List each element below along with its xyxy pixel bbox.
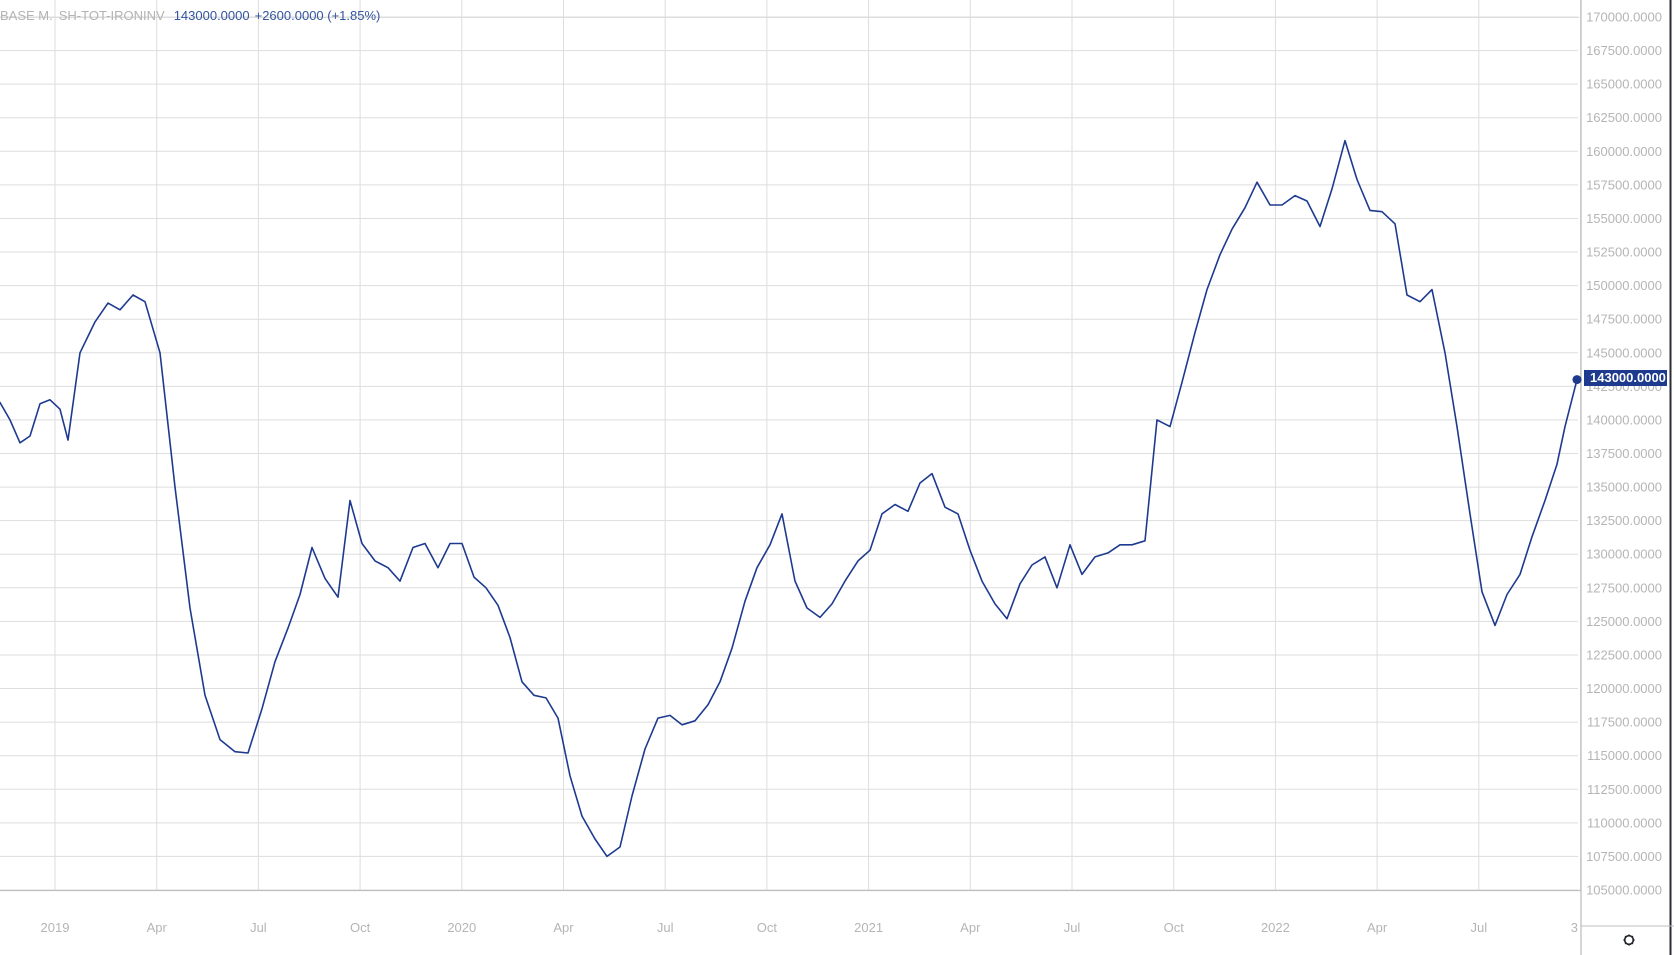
svg-text:170000.0000: 170000.0000 bbox=[1586, 10, 1662, 25]
svg-text:137500.0000: 137500.0000 bbox=[1586, 446, 1662, 461]
svg-text:112500.0000: 112500.0000 bbox=[1587, 782, 1662, 797]
svg-text:Jul: Jul bbox=[250, 920, 267, 935]
svg-text:107500.0000: 107500.0000 bbox=[1586, 849, 1662, 864]
svg-text:110000.0000: 110000.0000 bbox=[1587, 815, 1662, 830]
svg-text:Jul: Jul bbox=[657, 920, 674, 935]
svg-text:147500.0000: 147500.0000 bbox=[1586, 312, 1662, 327]
svg-text:3: 3 bbox=[1571, 920, 1578, 935]
svg-text:157500.0000: 157500.0000 bbox=[1586, 177, 1662, 192]
svg-text:140000.0000: 140000.0000 bbox=[1586, 412, 1662, 427]
svg-text:Apr: Apr bbox=[147, 920, 168, 935]
svg-text:155000.0000: 155000.0000 bbox=[1586, 211, 1662, 226]
svg-text:135000.0000: 135000.0000 bbox=[1586, 480, 1662, 495]
svg-text:122500.0000: 122500.0000 bbox=[1586, 647, 1662, 662]
svg-text:Jul: Jul bbox=[1470, 920, 1487, 935]
svg-text:105000.0000: 105000.0000 bbox=[1586, 883, 1662, 898]
svg-text:Apr: Apr bbox=[553, 920, 574, 935]
svg-text:130000.0000: 130000.0000 bbox=[1586, 547, 1662, 562]
svg-text:125000.0000: 125000.0000 bbox=[1586, 614, 1662, 629]
svg-text:152500.0000: 152500.0000 bbox=[1586, 245, 1662, 260]
svg-text:2021: 2021 bbox=[854, 920, 883, 935]
svg-text:132500.0000: 132500.0000 bbox=[1586, 513, 1662, 528]
svg-text:Oct: Oct bbox=[1164, 920, 1185, 935]
svg-text:120000.0000: 120000.0000 bbox=[1586, 681, 1662, 696]
svg-text:117500.0000: 117500.0000 bbox=[1587, 715, 1662, 730]
svg-text:115000.0000: 115000.0000 bbox=[1587, 748, 1662, 763]
svg-text:Jul: Jul bbox=[1064, 920, 1081, 935]
svg-text:2019: 2019 bbox=[41, 920, 70, 935]
svg-text:150000.0000: 150000.0000 bbox=[1586, 278, 1662, 293]
svg-text:160000.0000: 160000.0000 bbox=[1586, 144, 1662, 159]
svg-text:2022: 2022 bbox=[1261, 920, 1290, 935]
svg-text:145000.0000: 145000.0000 bbox=[1586, 345, 1662, 360]
svg-text:Apr: Apr bbox=[960, 920, 981, 935]
svg-text:Oct: Oct bbox=[350, 920, 371, 935]
svg-text:Apr: Apr bbox=[1367, 920, 1388, 935]
svg-text:127500.0000: 127500.0000 bbox=[1586, 580, 1662, 595]
svg-text:2020: 2020 bbox=[447, 920, 476, 935]
svg-text:Oct: Oct bbox=[757, 920, 778, 935]
svg-text:162500.0000: 162500.0000 bbox=[1586, 110, 1662, 125]
svg-text:165000.0000: 165000.0000 bbox=[1586, 77, 1662, 92]
svg-text:167500.0000: 167500.0000 bbox=[1586, 43, 1662, 58]
